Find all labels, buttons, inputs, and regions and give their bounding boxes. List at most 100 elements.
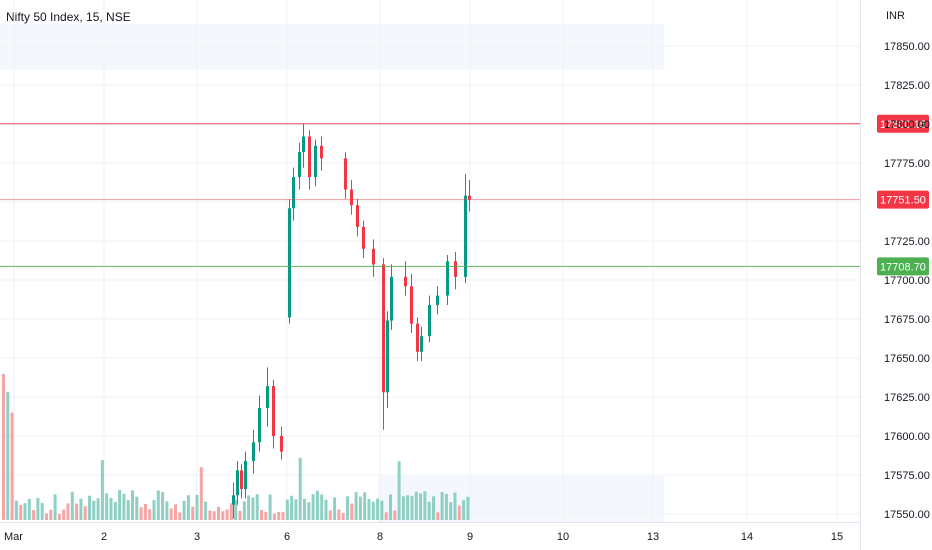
y-tick-label: 17675.00 [884,314,930,326]
volume-bar [139,507,143,520]
volume-bar [268,494,272,520]
volume-bar [40,502,44,520]
candle-body [298,152,301,178]
volume-bar [212,511,216,520]
volume-bar [320,494,324,520]
x-tick-label: 9 [467,531,473,543]
volume-bar [75,503,79,520]
x-tick-label: 13 [647,531,659,543]
y-tick-label: 17700.00 [884,275,930,287]
volume-bar [397,461,401,520]
volume-bar [333,497,337,520]
volume-bar [199,467,203,520]
y-tick-label: 17725.00 [884,236,930,248]
candle-body [382,264,385,393]
volume-bar [178,512,182,520]
y-tick-label: 17650.00 [884,353,930,365]
candle-body [428,304,431,337]
volume-bar [432,496,435,520]
volume-bar [324,499,328,520]
volume-bar [328,510,332,520]
volume-bar [182,500,186,520]
candle-body [232,495,235,505]
volume-bar [393,510,397,520]
volume-bar [148,509,152,520]
volume-bar [444,493,448,520]
volume-bar [285,499,289,520]
volume-bar [135,496,139,520]
volume-bar [363,492,367,520]
candle-body [468,195,471,200]
candle-body [236,470,239,496]
candle-body [420,336,423,352]
candle-body [436,295,439,305]
volume-bar [126,500,130,520]
volume-bar [57,513,61,520]
volume-bar [346,496,349,520]
volume-bar [354,492,358,520]
price-level-tag-bg [877,190,929,209]
price-level-tag-bg [877,257,929,276]
volume-bar [186,495,190,520]
volume-bar [410,495,414,520]
candle-body [288,208,291,318]
volume-bar [264,512,268,520]
candle-body [446,261,449,296]
volume-bar [389,494,392,520]
volume-bar [298,457,302,520]
volume-bar [414,491,418,520]
candle-body [266,386,269,408]
candle-body [292,177,295,209]
volume-bar [436,512,440,520]
volume-bar [105,493,109,520]
volume-bar [358,496,362,520]
volume-bar [229,503,233,520]
volume-bar [242,501,246,520]
volume-bar [466,496,470,520]
volume-bar [156,490,160,520]
highlight-zone-top [0,24,664,70]
volume-bar [19,505,23,520]
volume-bar [401,496,405,520]
volume-bar [2,374,5,520]
volume-bar [251,497,255,520]
y-tick-label: 17600.00 [884,431,930,443]
candle-body [416,323,419,352]
volume-bar [255,494,259,520]
volume-bar [406,495,410,520]
volume-bar [440,491,444,520]
volume-bar [122,493,126,520]
y-tick-label: 17625.00 [884,392,930,404]
candle-body [404,276,407,287]
volume-bar [294,499,298,520]
volume-bar [83,506,87,520]
y-tick-label: 17800.00 [884,119,930,131]
volume-bar [118,490,122,520]
volume-bar [204,501,208,520]
volume-bar [191,506,195,520]
volume-bar [423,491,427,520]
x-tick-label: 2 [101,531,107,543]
price-level-tag-bg [877,114,929,133]
x-tick-label: 15 [831,531,843,543]
volume-bar [462,500,466,520]
volume-bar [277,511,281,520]
chart-title: Nifty 50 Index, 15, NSE [6,10,131,24]
volume-bar [66,503,70,520]
volume-bar [169,508,173,520]
volume-bar [152,500,156,520]
candle-body [362,226,365,249]
candle-body [410,286,413,324]
volume-bar [109,497,113,520]
y-tick-label: 17850.00 [884,41,930,53]
candle-body [272,386,275,436]
candle-body [244,460,247,490]
volume-bar [14,500,18,520]
volume-bar [341,512,345,520]
volume-bar [36,497,40,520]
volume-bar [174,504,177,520]
volume-bar [260,509,263,520]
volume-bar [238,510,242,520]
candle-body [314,145,317,178]
